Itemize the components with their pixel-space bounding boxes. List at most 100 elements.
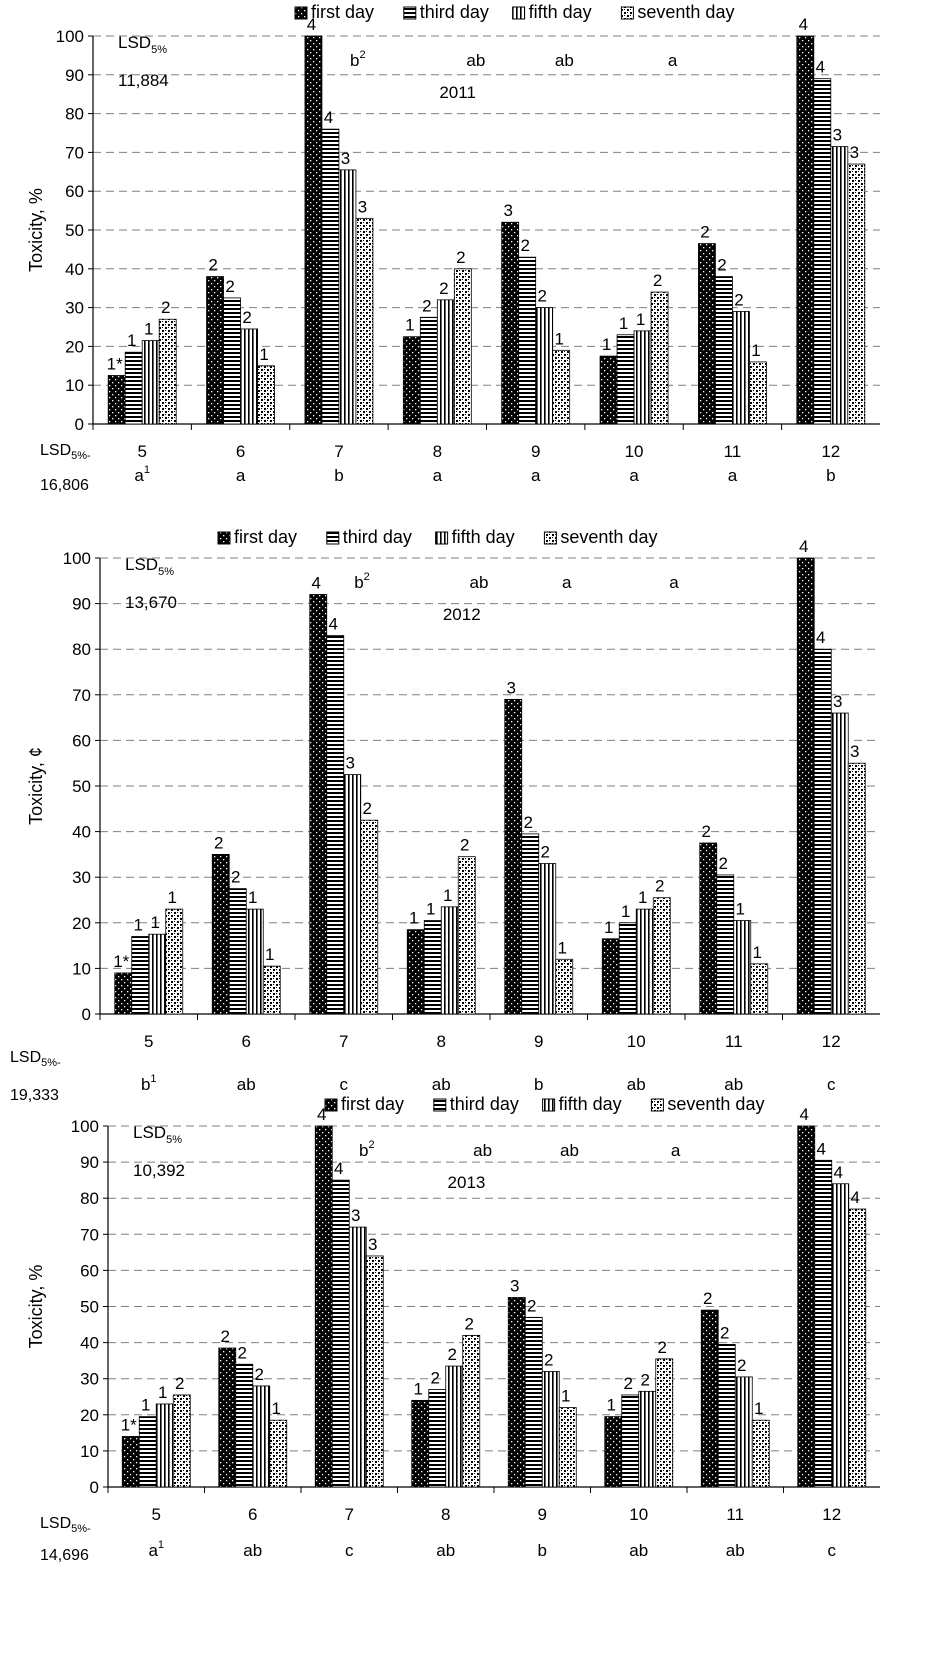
bar-seventh-day xyxy=(158,318,177,425)
bar-rank-label: 4 xyxy=(334,1159,343,1178)
bar-rank-label: 1 xyxy=(753,943,762,962)
bar-fifth-day xyxy=(732,311,750,425)
x-tick-label: 6 xyxy=(242,1032,251,1051)
x-tick-label: 9 xyxy=(538,1505,547,1524)
bar-seventh-day xyxy=(457,856,476,1015)
bar-rank-label: 2 xyxy=(175,1374,184,1393)
significance-letter: ab xyxy=(629,1541,648,1560)
bar-rank-label: 4 xyxy=(800,1105,809,1124)
first-day-swatch xyxy=(324,1098,338,1112)
bar-rank-label: 1 xyxy=(426,900,435,919)
y-tick-label: 40 xyxy=(65,260,84,279)
legend-label: seventh day xyxy=(667,1094,764,1114)
bar-third-day xyxy=(717,1344,736,1488)
bar-fifth-day xyxy=(538,863,557,1015)
legend-label: fifth day xyxy=(529,2,592,22)
significance-letter: c xyxy=(828,1541,837,1560)
bar-first-day xyxy=(700,1309,719,1488)
bar-first-day xyxy=(218,1347,237,1488)
y-tick-label: 60 xyxy=(80,1261,99,1280)
x-tick-label: 8 xyxy=(437,1032,446,1051)
bar-rank-label: 1 xyxy=(259,345,268,364)
bar-rank-label: 2 xyxy=(734,290,743,309)
bar-rank-label: 1 xyxy=(638,888,647,907)
bar-fifth-day xyxy=(240,328,258,425)
bar-rank-label: 2 xyxy=(719,854,728,873)
bar-rank-label: 3 xyxy=(358,197,367,216)
bar-rank-label: 1 xyxy=(558,938,567,957)
y-tick-label: 10 xyxy=(65,376,84,395)
third-day-swatch xyxy=(433,1098,447,1112)
bar-fifth-day xyxy=(155,1403,174,1488)
top-significance-letter: a xyxy=(562,573,572,592)
significance-letter: a1 xyxy=(148,1539,164,1560)
x-tick-label: 9 xyxy=(531,442,540,461)
bar-third-day xyxy=(423,920,442,1015)
bar-rank-label: 1 xyxy=(248,888,257,907)
bar-third-day xyxy=(419,316,438,425)
bar-third-day xyxy=(131,936,150,1015)
x-tick-label: 9 xyxy=(534,1032,543,1051)
significance-letter: a xyxy=(236,466,246,485)
bar-fifth-day xyxy=(633,330,652,425)
first-day-swatch xyxy=(294,6,308,20)
bar-third-day xyxy=(521,833,540,1015)
bar-rank-label: 4 xyxy=(799,537,808,556)
legend-label: fifth day xyxy=(559,1094,622,1114)
fifth-day-swatch xyxy=(542,1098,556,1112)
bar-rank-label: 2 xyxy=(700,223,709,242)
top-significance-letter: a xyxy=(671,1141,681,1160)
bar-seventh-day xyxy=(847,163,866,425)
bar-third-day xyxy=(813,78,832,425)
y-tick-label: 0 xyxy=(90,1478,99,1497)
x-tick-label: 8 xyxy=(441,1505,450,1524)
x-tick-label: 10 xyxy=(627,1032,646,1051)
bar-rank-label: 1 xyxy=(443,886,452,905)
top-significance-letter: ab xyxy=(555,51,574,70)
bar-seventh-day xyxy=(750,963,769,1015)
bar-seventh-day xyxy=(558,1407,577,1488)
x-tick-label: 12 xyxy=(821,442,840,461)
significance-letter: a xyxy=(433,466,443,485)
y-tick-label: 30 xyxy=(80,1370,99,1389)
top-significance-letter: ab xyxy=(473,1141,492,1160)
bar-fifth-day xyxy=(830,146,849,425)
x-tick-label: 7 xyxy=(334,442,343,461)
top-significance-letter: b2 xyxy=(350,49,366,70)
bar-rank-label: 1 xyxy=(414,1379,423,1398)
seventh-day-swatch xyxy=(650,1098,664,1112)
significance-letter: a xyxy=(728,466,738,485)
bar-seventh-day xyxy=(555,958,574,1015)
bar-rank-label: 1 xyxy=(751,341,760,360)
significance-letter: a xyxy=(531,466,541,485)
bar-first-day xyxy=(402,336,421,425)
bar-rank-label: 1 xyxy=(405,316,414,335)
bar-third-day xyxy=(715,276,733,425)
bar-fifth-day xyxy=(348,1226,367,1488)
bar-rank-label: 4 xyxy=(851,1188,860,1207)
bar-rank-label: 3 xyxy=(850,742,859,761)
bar-rank-label: 3 xyxy=(510,1276,519,1295)
bar-rank-label: 2 xyxy=(255,1365,264,1384)
y-tick-label: 20 xyxy=(80,1406,99,1425)
bar-rank-label: 2 xyxy=(541,843,550,862)
bar-seventh-day xyxy=(172,1394,191,1488)
bar-rank-label: 2 xyxy=(214,833,223,852)
legend-label: seventh day xyxy=(637,2,734,22)
bar-first-day xyxy=(601,938,620,1015)
y-tick-label: 90 xyxy=(72,595,91,614)
bar-seventh-day xyxy=(262,965,281,1015)
bar-fifth-day xyxy=(535,307,554,425)
bar-fifth-day xyxy=(831,1183,850,1488)
bar-rank-label: 2 xyxy=(641,1370,650,1389)
significance-letter: ab xyxy=(237,1075,256,1094)
y-tick-label: 80 xyxy=(65,105,84,124)
fifth-day-swatch xyxy=(512,6,526,20)
bar-rank-label: 2 xyxy=(702,822,711,841)
y-tick-label: 80 xyxy=(72,640,91,659)
significance-letter: b xyxy=(334,466,343,485)
bar-third-day xyxy=(814,1159,833,1488)
y-tick-label: 30 xyxy=(65,299,84,318)
legend-label: first day xyxy=(341,1094,404,1114)
